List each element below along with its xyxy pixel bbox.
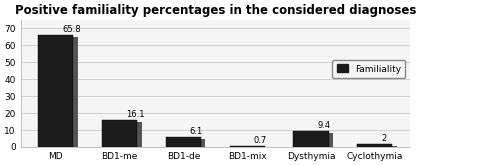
Text: 16.1: 16.1 [126,110,144,119]
Bar [230,146,264,147]
Bar [102,120,137,147]
Bar [38,35,73,147]
FancyBboxPatch shape [362,146,397,149]
FancyBboxPatch shape [106,122,142,149]
FancyBboxPatch shape [298,133,333,149]
Bar [358,144,392,147]
FancyBboxPatch shape [170,139,205,149]
Text: 9.4: 9.4 [318,121,330,130]
Text: 6.1: 6.1 [190,127,203,136]
Bar [294,131,328,147]
Bar [166,137,201,147]
FancyBboxPatch shape [42,37,78,149]
Legend: Familiality: Familiality [332,60,406,78]
FancyBboxPatch shape [234,148,269,149]
Text: 2: 2 [382,134,386,143]
Text: 65.8: 65.8 [62,25,80,34]
Title: Positive familiality percentages in the considered diagnoses: Positive familiality percentages in the … [14,4,416,17]
Text: 0.7: 0.7 [254,136,267,145]
